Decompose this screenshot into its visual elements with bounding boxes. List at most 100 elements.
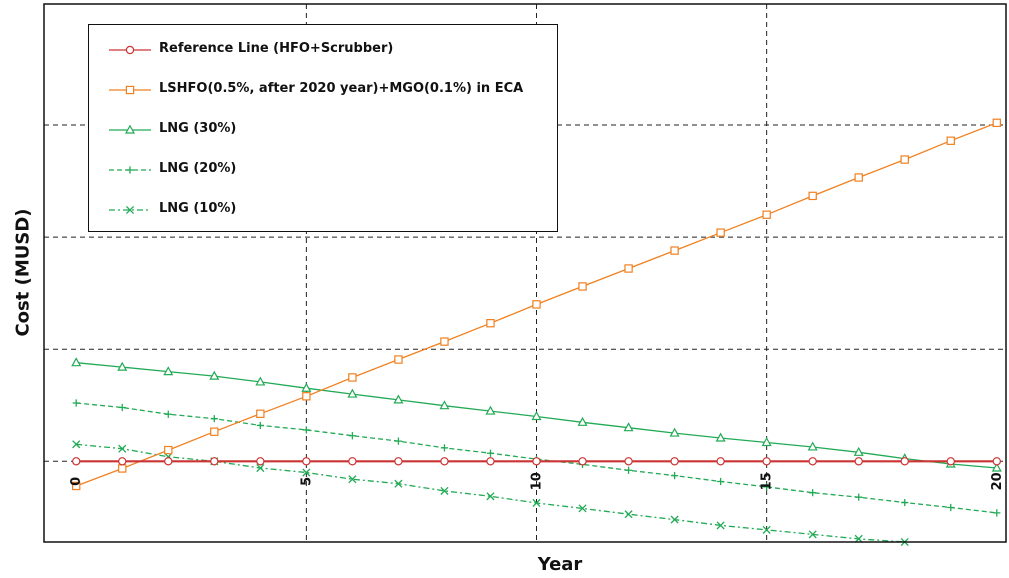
data-point <box>532 498 541 508</box>
data-point <box>125 85 135 95</box>
legend-swatch-icon <box>109 205 151 215</box>
data-point <box>210 427 219 436</box>
data-point <box>716 228 725 237</box>
data-point <box>394 437 403 445</box>
legend-item: LNG (20%) <box>89 153 557 187</box>
data-point <box>853 446 864 456</box>
data-point <box>808 457 817 466</box>
series-layer <box>71 118 1002 547</box>
data-point <box>348 457 357 466</box>
data-point <box>900 155 909 164</box>
data-point <box>762 457 771 466</box>
data-point <box>301 382 312 392</box>
data-point <box>992 118 1001 128</box>
data-point <box>900 457 909 466</box>
data-point <box>992 457 1001 466</box>
data-point <box>210 457 219 466</box>
data-point <box>531 411 542 421</box>
legend-swatch-icon <box>109 85 151 95</box>
series-2 <box>71 357 1002 472</box>
data-point <box>256 463 265 473</box>
data-point <box>716 457 725 466</box>
data-point <box>761 437 772 447</box>
data-point <box>578 282 587 291</box>
data-point <box>71 357 82 367</box>
legend-label: LNG (30%) <box>159 121 237 136</box>
data-point <box>347 388 358 398</box>
data-point <box>210 415 218 423</box>
data-point <box>486 492 495 501</box>
legend-label: Reference Line (HFO+Scrubber) <box>159 41 394 56</box>
data-point <box>118 444 127 453</box>
x-tick-label: 20 <box>990 472 1005 490</box>
data-point <box>256 409 265 418</box>
data-point <box>72 481 81 491</box>
data-point <box>72 457 81 466</box>
data-point <box>394 355 403 364</box>
data-point <box>302 468 311 477</box>
data-point <box>125 45 135 55</box>
legend-label: LNG (20%) <box>159 161 237 176</box>
legend-swatch-icon <box>109 166 151 174</box>
x-tick-label: 5 <box>299 477 314 486</box>
data-point <box>670 246 679 255</box>
legend-swatch-icon <box>109 45 151 55</box>
data-point <box>946 136 955 145</box>
data-point <box>302 426 310 434</box>
data-point <box>578 457 587 466</box>
legend-label: LNG (10%) <box>159 201 237 216</box>
data-point <box>807 441 818 451</box>
data-point <box>532 457 541 466</box>
data-point <box>624 510 633 519</box>
data-point <box>394 457 403 466</box>
data-point <box>486 449 495 457</box>
x-tick-label: 0 <box>69 477 84 486</box>
data-point <box>440 444 449 452</box>
series-line <box>76 402 997 514</box>
data-point <box>855 493 863 501</box>
legend-item: LSHFO(0.5%, after 2020 year)+MGO(0.1%) i… <box>89 73 557 107</box>
data-point <box>164 445 173 455</box>
data-point <box>762 210 771 219</box>
legend-label: LSHFO(0.5%, after 2020 year)+MGO(0.1%) i… <box>159 81 524 96</box>
data-point <box>577 416 588 426</box>
y-axis-label: Cost (MUSD) <box>12 208 34 337</box>
data-point <box>72 399 80 407</box>
legend-item: Reference Line (HFO+Scrubber) <box>89 33 557 67</box>
data-point <box>256 421 264 430</box>
data-point <box>763 483 771 491</box>
data-point <box>486 457 495 466</box>
data-point <box>72 440 81 449</box>
data-point <box>947 503 955 512</box>
series-1 <box>72 118 1001 491</box>
data-point <box>302 392 311 401</box>
data-point <box>624 466 633 474</box>
data-point <box>808 191 817 201</box>
x-tick-label: 10 <box>530 472 545 490</box>
data-point <box>623 422 634 432</box>
data-point <box>117 361 128 371</box>
data-point <box>439 400 450 410</box>
data-point <box>993 509 1001 517</box>
series-0 <box>72 457 1001 466</box>
data-point <box>808 530 817 539</box>
data-point <box>348 475 357 484</box>
data-point <box>578 504 587 513</box>
data-point <box>164 410 172 418</box>
legend-swatch-icon <box>109 124 151 134</box>
x-tick-label: 15 <box>760 472 775 490</box>
data-point <box>485 405 496 415</box>
data-point <box>118 403 126 412</box>
data-point <box>716 521 725 530</box>
data-point <box>393 394 404 404</box>
data-point <box>486 319 495 328</box>
x-axis-label: Year <box>537 554 583 575</box>
data-point <box>394 479 403 488</box>
legend: Reference Line (HFO+Scrubber) LSHFO(0.5%… <box>88 24 558 232</box>
data-point <box>164 457 173 466</box>
data-point <box>440 457 449 466</box>
data-point <box>125 205 135 215</box>
series-3 <box>72 399 1001 517</box>
data-point <box>670 457 679 466</box>
